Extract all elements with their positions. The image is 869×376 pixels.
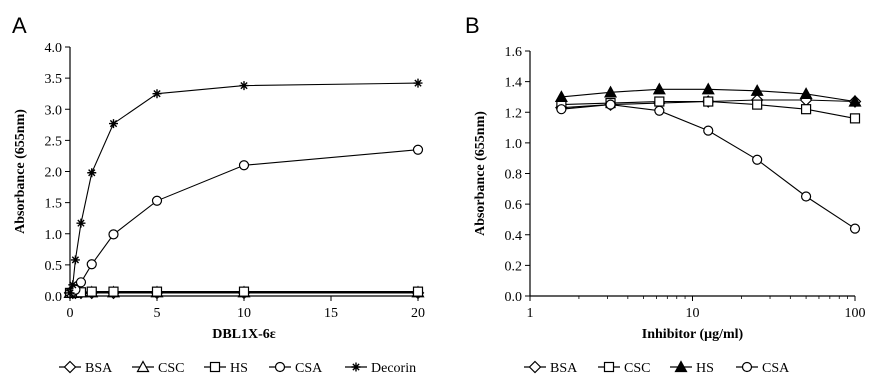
panel-b-legend-marker-hs	[674, 360, 688, 373]
panel-b-y-tick-label: 1.0	[505, 137, 523, 152]
panel-a-point-hs	[412, 286, 424, 297]
panel-a-point-decorin	[70, 255, 80, 265]
panel-a-legend-marker-bsa	[63, 360, 77, 374]
panel-a-point-csa	[108, 229, 119, 240]
panel-b-point-csa	[703, 125, 714, 136]
panel-a-y-tick-label: 2.0	[45, 166, 63, 181]
panel-a-y-tick-label: 1.0	[45, 228, 63, 243]
panel-b-point-hs	[652, 82, 666, 95]
panel-a-point-decorin	[76, 218, 86, 228]
panel-b-y-tick-label: 1.4	[505, 76, 523, 91]
panel-a-point-hs	[238, 286, 250, 297]
panel-b-legend-marker-csa	[741, 361, 753, 373]
panel-a-point-decorin	[239, 81, 249, 91]
panel-a-y-tick-label: 0.0	[45, 290, 63, 305]
panel-a-legend-label-csa: CSA	[295, 361, 323, 376]
panel-a-point-csa	[86, 259, 97, 270]
panel-b-point-csa	[556, 104, 567, 115]
panel-b-point-csc	[800, 104, 812, 115]
panel-b-title: B	[465, 13, 480, 38]
panel-a-point-decorin	[65, 288, 75, 298]
panel-b-point-csc	[849, 113, 861, 124]
panel-a-legend-marker-decorin	[351, 362, 361, 372]
panel-a-point-csa	[151, 195, 163, 206]
panel-b-y-tick-label: 0.2	[505, 259, 523, 274]
panel-a-x-tick-label: 0	[67, 306, 74, 321]
panel-a-legend-label-bsa: BSA	[85, 361, 113, 376]
panel-a-point-decorin	[87, 168, 97, 178]
panel-b-x-tick-label: 1	[527, 306, 534, 321]
panel-a-point-decorin	[109, 119, 118, 129]
panel-a-y-tick-label: 4.0	[45, 41, 63, 56]
panel-b-y-tick-label: 0.8	[505, 168, 523, 183]
panel-a-y-tick-label: 2.5	[45, 134, 63, 149]
panel-b-legend-marker-csc	[603, 361, 615, 373]
panel-b-point-hs	[848, 94, 862, 107]
panel-a-series-line-decorin	[69, 82, 419, 294]
panel-a-y-tick-label: 0.5	[45, 259, 63, 274]
panel-a-point-csa	[75, 277, 87, 288]
panel-a-x-tick-label: 20	[411, 306, 425, 321]
panel-a-point-hs	[86, 286, 97, 297]
panel-b-point-csa	[654, 105, 665, 116]
panel-a-point-decorin	[152, 89, 162, 99]
panel-a-point-csa	[238, 160, 250, 171]
panel-a-point-decorin	[413, 78, 423, 88]
panel-b-series-line-csa	[561, 104, 856, 230]
panel-b-y-tick-label: 1.2	[505, 106, 523, 121]
panel-b-legend-marker-bsa	[528, 360, 542, 374]
chart-b: 0.0 0.2 0.4 0.6 0.8 1.0 1.2 1.4 1.6 1 10 100 Inhibit…	[473, 45, 866, 342]
panel-a-legend-marker-hs	[209, 361, 221, 373]
panel-b-y-axis-label: Absorbance (655nm)	[473, 111, 488, 236]
panel-a-y-tick-label: 1.5	[45, 197, 63, 212]
panel-a-legend-label-csc: CSC	[158, 361, 184, 376]
panel-b-point-hs	[750, 84, 764, 96]
panel-b-y-tick-label: 0.4	[505, 229, 523, 244]
panel-b-point-csc	[752, 99, 763, 110]
panel-a-x-tick-label: 10	[237, 306, 251, 321]
panel-a-y-tick-label: 3.5	[45, 72, 63, 87]
panel-b-y-tick-label: 0.6	[505, 198, 523, 213]
panel-a-series-line-csa	[69, 149, 419, 294]
panel-b-point-hs	[799, 87, 813, 99]
panel-b-legend-label-hs: HS	[696, 361, 714, 376]
panel-a-legend-marker-csa	[274, 361, 286, 373]
panel-a-point-csa	[412, 144, 424, 155]
panel-a-x-tick-label: 5	[154, 306, 161, 321]
panel-a-point-hs	[151, 286, 163, 297]
panel-b-legend-label-csa: CSA	[762, 361, 790, 376]
panel-a-point-hs	[108, 286, 119, 297]
panel-b-point-hs	[554, 90, 568, 103]
panel-b-y-tick-label: 1.6	[505, 45, 523, 60]
panel-b-x-tick-label: 10	[686, 306, 700, 321]
panel-b-point-csa	[752, 154, 763, 165]
panel-a-point-decorin	[68, 280, 78, 290]
panel-b-point-csa	[800, 191, 812, 202]
panel-a-x-tick-label: 15	[324, 306, 338, 321]
panel-a-legend-label-decorin: Decorin	[371, 361, 416, 376]
legend-a: BSA CSC HS CSA Decorin	[59, 360, 416, 376]
panel-b-point-csc	[654, 96, 665, 107]
panel-b-point-csa	[605, 99, 616, 110]
chart-a: 0.0 0.5 1.0 1.5 2.0 2.5 3.0 3.5 4.0 0 5 10 15 20 DBL1X…	[13, 41, 425, 342]
panel-b-x-tick-label: 100	[845, 306, 866, 321]
panel-b-legend-label-bsa: BSA	[550, 361, 578, 376]
panel-a-y-axis-label: Absorbance (655nm)	[13, 109, 28, 234]
panel-b-point-hs	[604, 85, 618, 98]
panel-a-legend-marker-csc	[136, 360, 150, 373]
panel-b-point-hs	[701, 82, 715, 95]
panel-a-legend-label-hs: HS	[230, 361, 248, 376]
panel-b-legend-label-csc: CSC	[624, 361, 650, 376]
panel-b-point-csa	[849, 223, 861, 234]
legend-b: BSA CSC HS CSA	[524, 360, 790, 376]
panel-a-x-axis-label: DBL1X-6ε	[212, 327, 276, 342]
panel-a-y-tick-label: 3.0	[45, 103, 63, 118]
panel-b-y-tick-label: 0.0	[505, 290, 523, 305]
panel-b-x-axis-label: Inhibitor (μg/ml)	[642, 327, 744, 342]
panel-a-title: A	[12, 13, 27, 38]
panel-b-point-csc	[703, 96, 714, 107]
